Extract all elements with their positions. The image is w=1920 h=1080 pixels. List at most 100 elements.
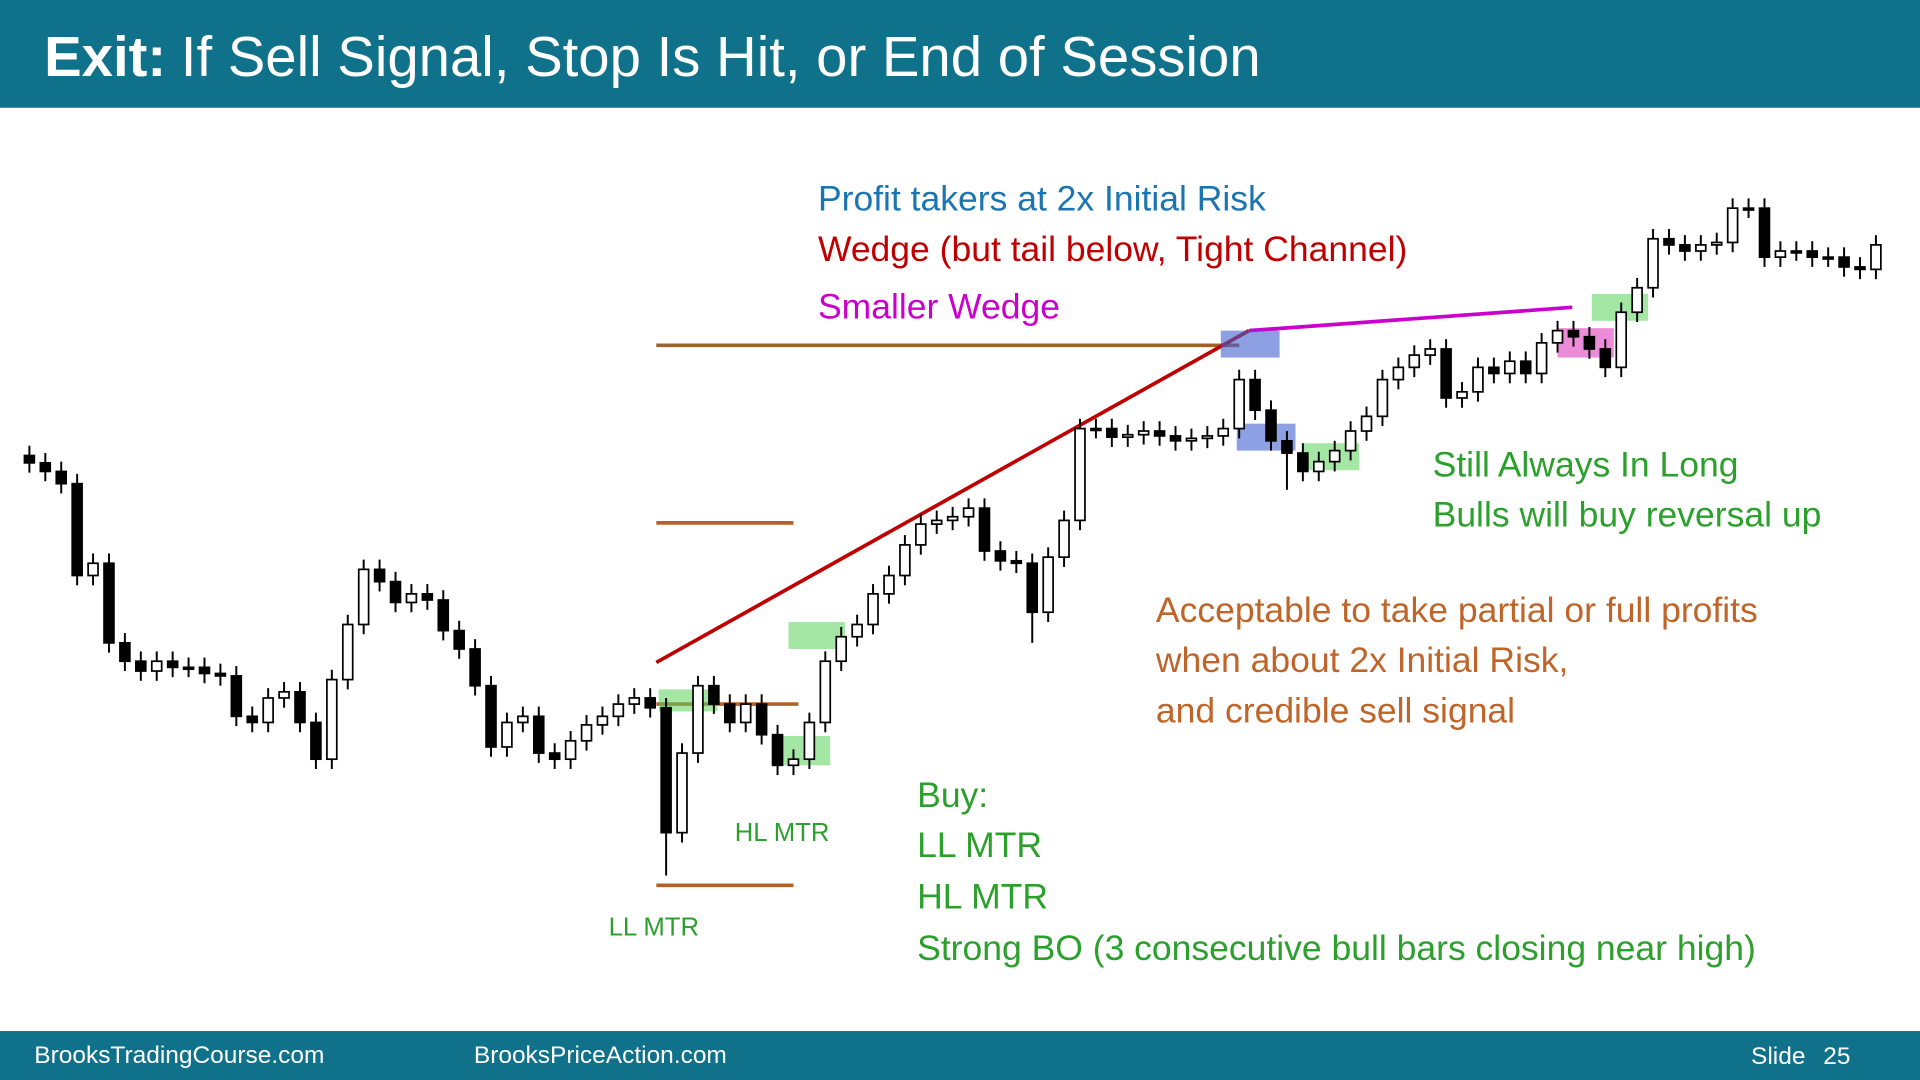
candle-body xyxy=(564,739,577,761)
highlight xyxy=(1220,330,1280,358)
candle-body xyxy=(1615,311,1628,369)
candle-body xyxy=(1376,378,1389,418)
candle-body xyxy=(1806,250,1819,258)
candle-body xyxy=(1663,237,1675,246)
candle-body xyxy=(1408,354,1421,369)
candle-body xyxy=(182,666,195,671)
candle-body xyxy=(596,715,609,726)
title: Exit: If Sell Signal, Stop Is Hit, or End… xyxy=(44,25,1261,88)
candle-body xyxy=(978,507,991,552)
candle-body xyxy=(1647,237,1659,289)
candle-body xyxy=(373,568,386,583)
candle-body xyxy=(166,660,179,669)
candle-body xyxy=(1774,250,1787,258)
candle-body xyxy=(819,660,832,724)
candle-body xyxy=(1758,207,1771,258)
candle-body xyxy=(326,678,338,761)
candle-body xyxy=(485,684,497,748)
candle-body xyxy=(1695,244,1707,252)
candle-body xyxy=(1488,366,1500,375)
candle-body xyxy=(1519,360,1532,375)
candle-body xyxy=(437,599,450,632)
candle-body xyxy=(119,642,131,663)
candle-body xyxy=(1360,415,1373,432)
candle-body xyxy=(1026,562,1039,614)
annotation: Profit takers at 2x Initial Risk xyxy=(818,179,1266,219)
annotation: Wedge (but tail below, Tight Channel) xyxy=(818,229,1407,269)
candle-body xyxy=(1854,266,1866,271)
candle-body xyxy=(310,721,322,761)
candle-body xyxy=(851,623,863,638)
candle-body xyxy=(341,623,354,681)
candle-body xyxy=(1504,360,1516,375)
candle-body xyxy=(262,697,274,724)
candle-body xyxy=(1679,244,1691,252)
candle-body xyxy=(1583,335,1596,350)
smaller-wedge-line xyxy=(1248,305,1573,333)
candle-body xyxy=(1058,519,1070,558)
candle-body xyxy=(1344,430,1357,452)
candle-body xyxy=(1472,366,1484,393)
candle-body xyxy=(628,697,641,705)
candle-body xyxy=(1249,378,1261,412)
candle-body xyxy=(724,703,736,724)
candle-body xyxy=(899,544,911,577)
candle-body xyxy=(835,635,848,663)
candle-body xyxy=(230,675,243,718)
candle-body xyxy=(1106,427,1118,439)
candle-body xyxy=(23,454,36,464)
candle-body xyxy=(198,666,211,675)
candle-body xyxy=(1838,256,1850,268)
candle-body xyxy=(692,684,704,754)
candle-body xyxy=(150,660,163,672)
candle-body xyxy=(867,593,879,626)
candle-body xyxy=(1742,207,1755,211)
annotation: Strong BO (3 consecutive bull bars closi… xyxy=(917,928,1756,968)
candle-body xyxy=(278,690,290,699)
annotation: when about 2x Initial Risk, xyxy=(1155,640,1568,680)
candle-body xyxy=(1169,435,1182,442)
candle-body xyxy=(389,580,402,604)
candle-body xyxy=(135,660,147,672)
candle-body xyxy=(1137,430,1150,436)
candle-body xyxy=(357,568,370,626)
candle-body xyxy=(1090,427,1102,432)
candle-body xyxy=(1631,286,1643,314)
candle-body xyxy=(55,470,68,485)
title-bold: Exit: xyxy=(44,25,166,88)
candle-body xyxy=(644,697,656,709)
candle-body xyxy=(1456,390,1468,399)
candle-body xyxy=(1217,427,1230,437)
candle-body xyxy=(1870,244,1882,271)
candle-body xyxy=(994,550,1007,562)
candle-body xyxy=(405,593,418,604)
wedge-line xyxy=(655,329,1250,665)
candle-body xyxy=(771,733,784,767)
candle-body xyxy=(1822,256,1834,260)
annotation: LL MTR xyxy=(917,825,1042,865)
candle-body xyxy=(1328,449,1341,463)
annotation: Smaller Wedge xyxy=(818,286,1060,326)
slide-label: Slide xyxy=(1751,1043,1805,1070)
candle-body xyxy=(469,648,481,687)
candle-body xyxy=(1535,342,1548,375)
candle-body xyxy=(87,562,99,577)
candle-body xyxy=(294,690,306,724)
annotation: HL MTR xyxy=(917,877,1048,917)
candle-body xyxy=(501,721,513,748)
footer-center: BrooksPriceAction.com xyxy=(474,1042,727,1069)
annotation: Buy: xyxy=(917,775,988,815)
annotation: LL MTR xyxy=(609,914,699,942)
footer-left: BrooksTradingCourse.com xyxy=(34,1042,324,1069)
candles xyxy=(23,198,1882,876)
candle-body xyxy=(517,715,529,724)
candle-body xyxy=(1297,452,1309,473)
annotation: Still Always In Long xyxy=(1433,444,1739,484)
candle-body xyxy=(962,507,975,518)
annotation: Acceptable to take partial or full profi… xyxy=(1156,590,1758,630)
title-text: If Sell Signal, Stop Is Hit, or End of S… xyxy=(181,25,1261,88)
candle-body xyxy=(1121,433,1134,438)
header-bar xyxy=(0,0,1920,108)
candle-body xyxy=(739,703,752,724)
